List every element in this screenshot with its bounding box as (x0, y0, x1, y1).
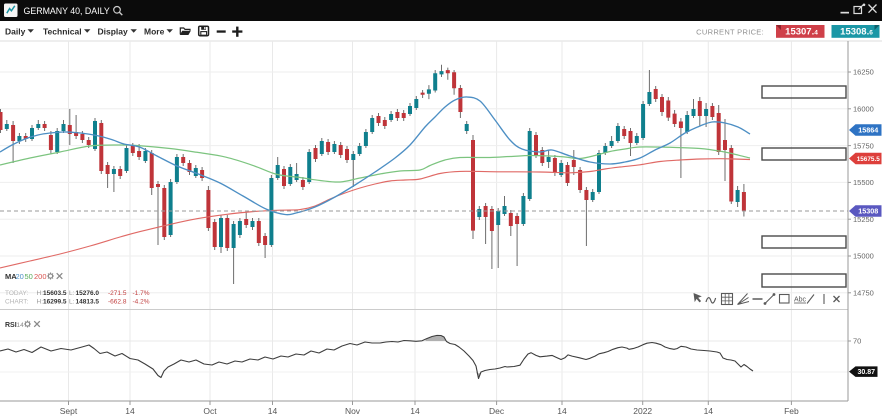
svg-text:RSI: RSI (5, 322, 17, 329)
svg-text:14: 14 (704, 406, 714, 416)
svg-text:14750: 14750 (853, 289, 874, 298)
svg-text:15675.5: 15675.5 (857, 156, 881, 163)
svg-text:15500: 15500 (853, 178, 874, 187)
svg-text:-1.7%: -1.7% (133, 290, 150, 297)
svg-text:L:: L: (69, 299, 75, 306)
svg-text:200: 200 (34, 272, 47, 281)
svg-text:L:: L: (69, 290, 75, 297)
svg-text:MA: MA (5, 272, 17, 281)
svg-text:15308: 15308 (858, 207, 878, 216)
svg-text:Sept: Sept (60, 406, 78, 416)
svg-text:GERMANY 40, DAILY: GERMANY 40, DAILY (24, 6, 110, 16)
svg-text:14: 14 (557, 406, 567, 416)
svg-text:30.87: 30.87 (857, 369, 875, 376)
svg-text:Oct: Oct (203, 406, 217, 416)
svg-text:H:: H: (37, 290, 44, 297)
svg-text:20: 20 (16, 272, 24, 281)
svg-text:2022: 2022 (633, 406, 652, 416)
svg-text:H:: H: (37, 299, 44, 306)
svg-text:70: 70 (853, 337, 861, 346)
svg-text:14: 14 (125, 406, 135, 416)
svg-text:Daily: Daily (5, 27, 26, 37)
svg-text:-4.2%: -4.2% (133, 299, 150, 306)
svg-text:Display: Display (98, 27, 129, 37)
svg-text:14: 14 (410, 406, 420, 416)
svg-text:14: 14 (17, 322, 25, 329)
svg-text:Technical: Technical (43, 27, 82, 37)
svg-text:Abc: Abc (794, 297, 807, 304)
svg-text:CHART:: CHART: (5, 299, 29, 306)
svg-text:15250: 15250 (853, 215, 874, 224)
svg-text:Dec: Dec (489, 406, 505, 416)
svg-text:Nov: Nov (345, 406, 361, 416)
svg-text:15276.0: 15276.0 (76, 290, 100, 297)
svg-text:15603.5: 15603.5 (43, 290, 67, 297)
svg-text:Feb: Feb (784, 406, 799, 416)
svg-text:TODAY:: TODAY: (5, 290, 28, 297)
svg-text:14: 14 (268, 406, 278, 416)
svg-text:15308.6: 15308.6 (840, 27, 873, 38)
svg-text:CURRENT PRICE:: CURRENT PRICE: (696, 27, 764, 36)
svg-text:15307.4: 15307.4 (785, 27, 818, 38)
svg-text:15864: 15864 (858, 126, 878, 135)
svg-text:15000: 15000 (853, 252, 874, 261)
svg-text:-662.8: -662.8 (108, 299, 127, 306)
svg-text:16250: 16250 (853, 68, 874, 77)
svg-text:16299.5: 16299.5 (43, 299, 67, 306)
svg-text:50: 50 (25, 272, 33, 281)
svg-text:-271.5: -271.5 (108, 290, 127, 297)
svg-text:16000: 16000 (853, 105, 874, 114)
svg-text:15750: 15750 (853, 141, 874, 150)
svg-text:More: More (144, 27, 165, 37)
svg-text:14813.5: 14813.5 (76, 299, 100, 306)
